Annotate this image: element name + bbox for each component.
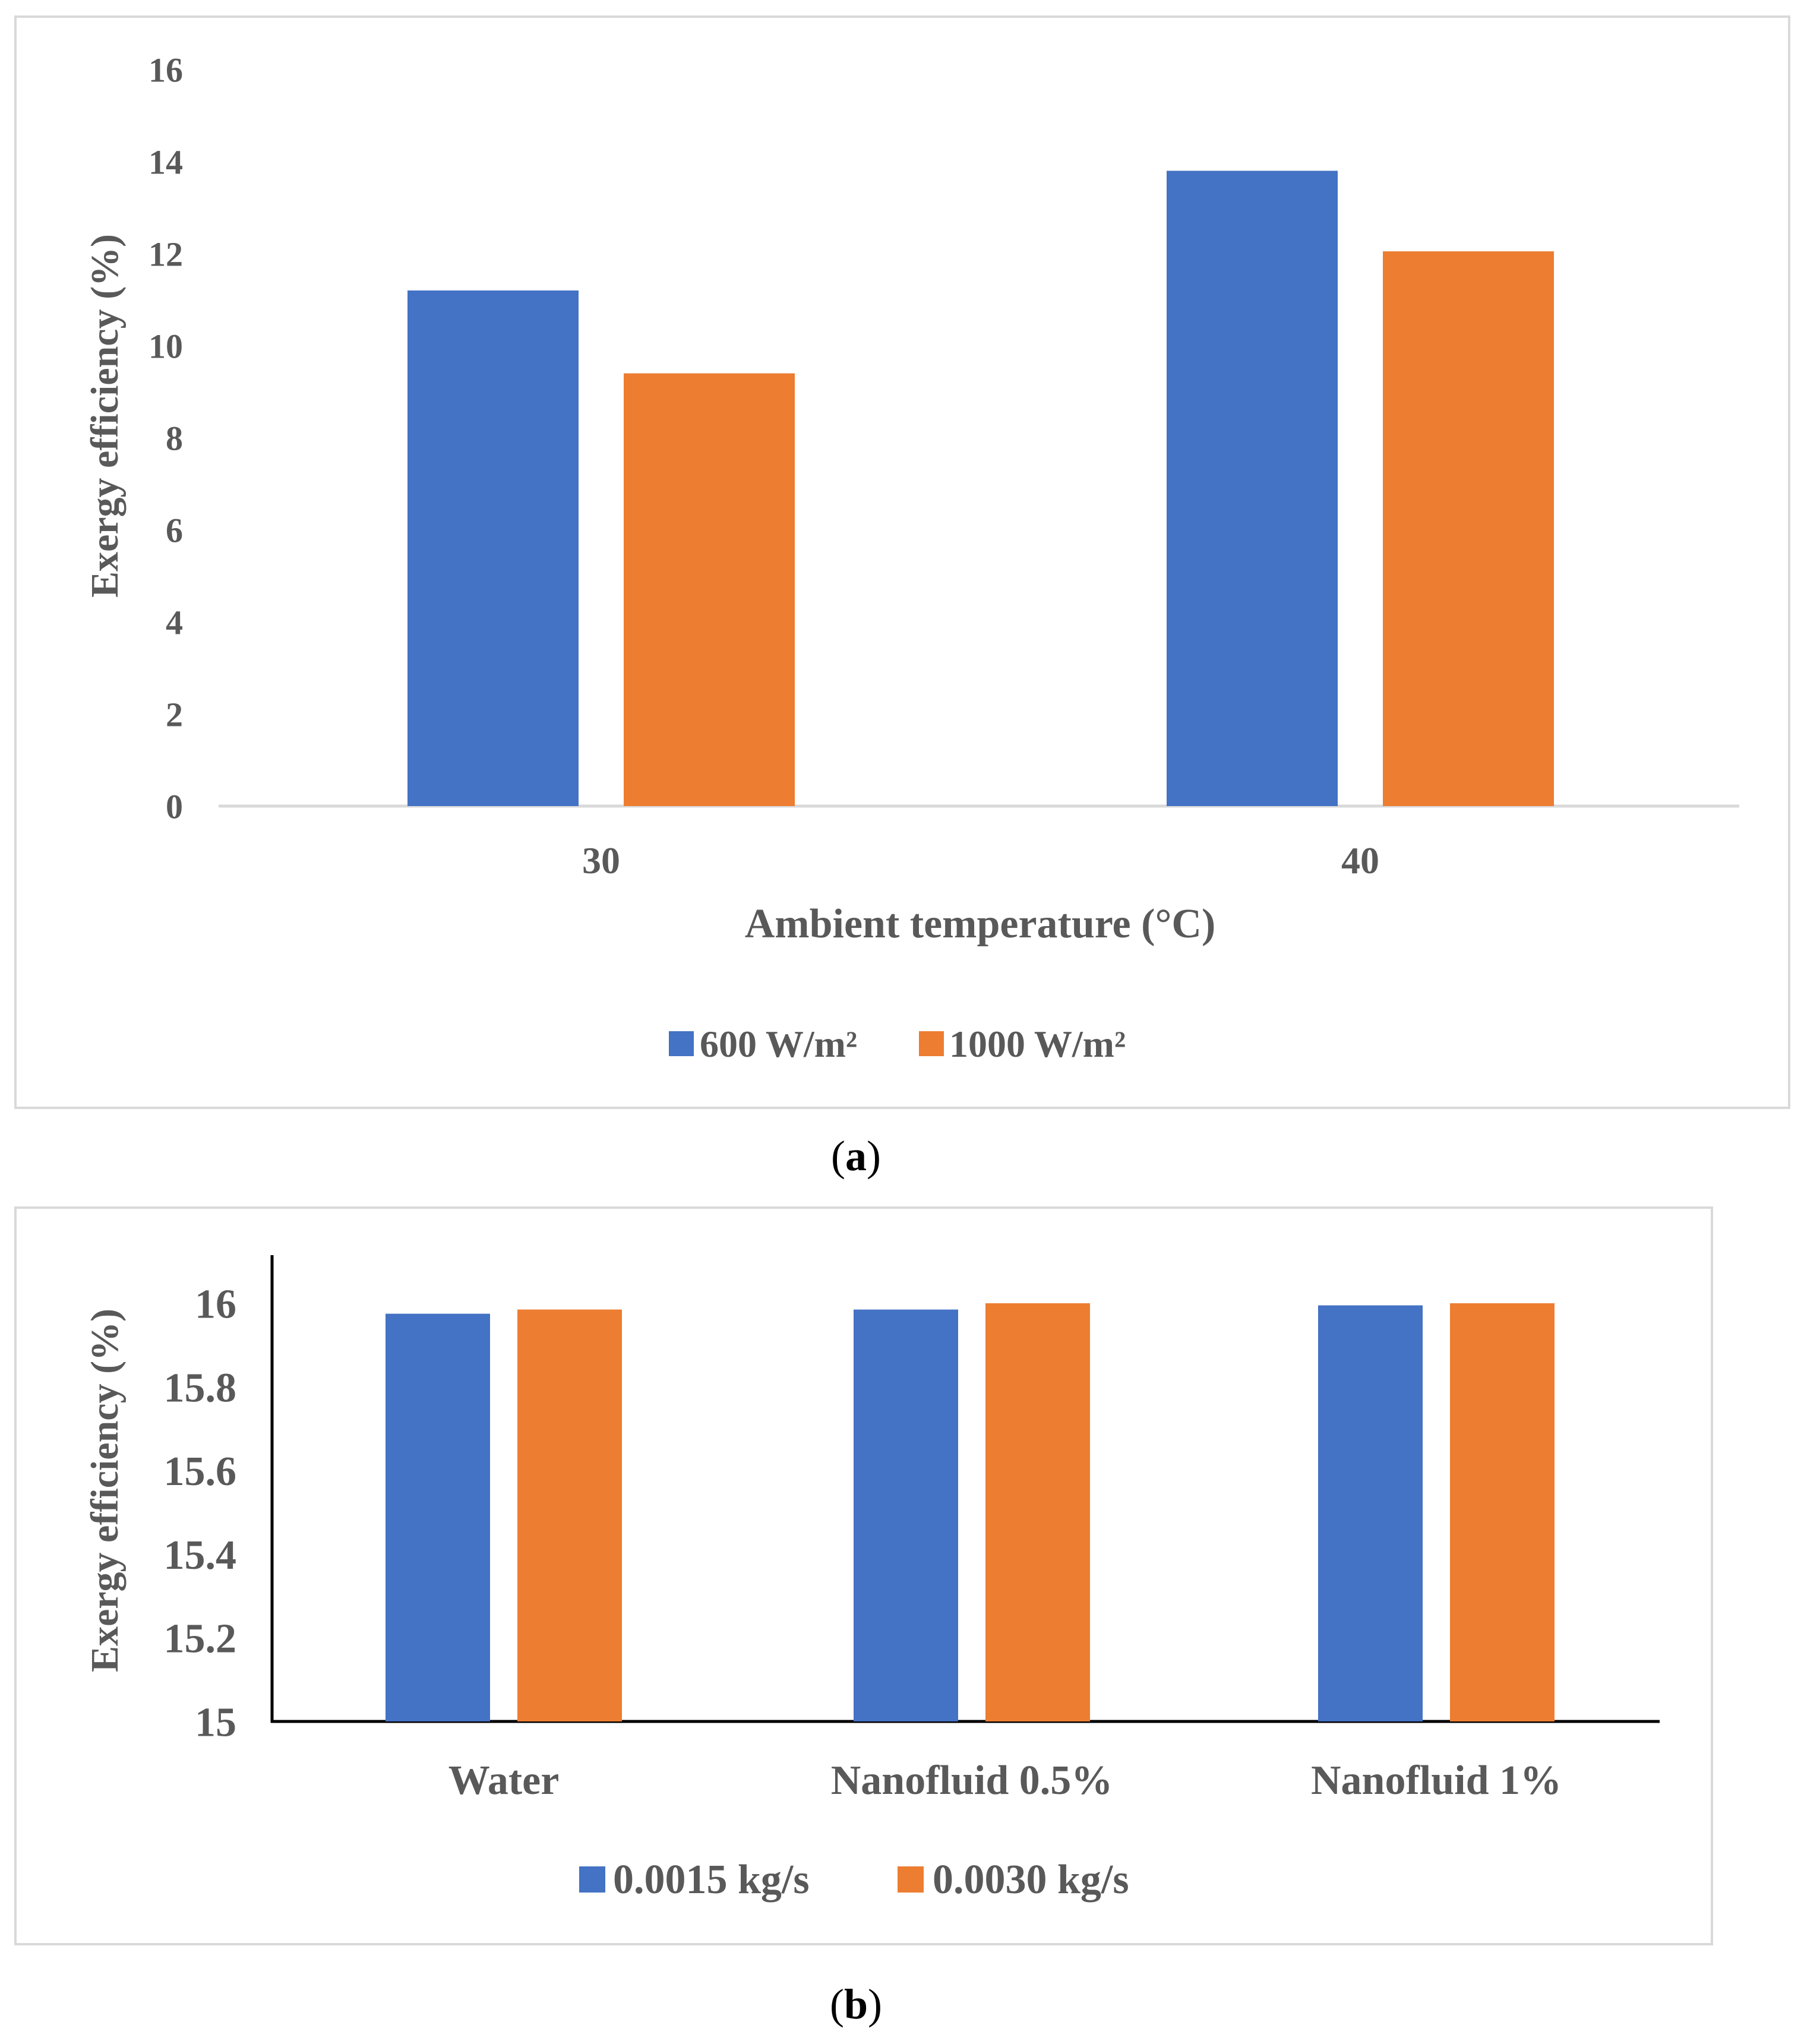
chart-b-y-tick-15-8: 15.8	[164, 1365, 237, 1411]
chart-a-y-tick-10: 10	[149, 327, 183, 365]
chart-b-bar-nanofluid-0-5-0-0015-kg-s	[854, 1309, 958, 1721]
caption-b-open: (	[830, 1980, 844, 2028]
chart-b-x-tick-nanofluid-05: Nanofluid 0.5%	[831, 1758, 1113, 1803]
chart-a: Exergy efficiency (%) 0 2 4 6 8 10 12 14 16 30 4…	[14, 15, 1790, 1109]
chart-a-bar-40-1000-w-m	[1383, 251, 1554, 806]
chart-b-bar-water-0-0030-kg-s	[517, 1309, 622, 1721]
chart-a-legend-swatch-1000	[919, 1031, 944, 1056]
chart-b-bars	[386, 1303, 1555, 1721]
chart-a-y-tick-8: 8	[166, 419, 183, 457]
chart-a-x-tick-30: 30	[582, 839, 620, 882]
chart-b-legend: 0.0015 kg/s 0.0030 kg/s	[579, 1857, 1129, 1903]
chart-b-legend-label-00015: 0.0015 kg/s	[613, 1857, 810, 1903]
chart-b-y-tick-16: 16	[195, 1282, 236, 1328]
caption-a: (a)	[831, 1132, 881, 1180]
chart-a-bars	[407, 170, 1554, 806]
chart-a-y-tick-12: 12	[149, 235, 183, 273]
chart-a-y-tick-2: 2	[166, 695, 183, 734]
chart-b-bar-water-0-0015-kg-s	[386, 1313, 490, 1721]
chart-a-ylabel: Exergy efficiency (%)	[83, 234, 127, 598]
chart-a-y-tick-0: 0	[166, 787, 183, 826]
chart-a-y-tick-6: 6	[166, 511, 183, 549]
chart-b-y-tick-15: 15	[195, 1700, 236, 1746]
chart-b-ylabel: Exergy efficiency (%)	[83, 1309, 127, 1672]
chart-b-bar-nanofluid-0-5-0-0030-kg-s	[985, 1303, 1090, 1721]
caption-b-close: )	[868, 1980, 882, 2028]
chart-a-bar-30-600-w-m	[407, 290, 579, 806]
chart-a-x-tick-40: 40	[1341, 839, 1379, 882]
chart-a-legend: 600 W/m² 1000 W/m²	[669, 1023, 1126, 1065]
chart-b-legend-label-00030: 0.0030 kg/s	[933, 1857, 1129, 1903]
chart-a-legend-label-1000: 1000 W/m²	[949, 1023, 1126, 1065]
chart-a-legend-label-600: 600 W/m²	[700, 1023, 857, 1065]
chart-b-y-ticks: 15 15.2 15.4 15.6 15.8 16	[164, 1282, 237, 1746]
chart-a-y-tick-14: 14	[149, 143, 183, 181]
caption-a-open: (	[831, 1132, 845, 1180]
chart-a-y-tick-4: 4	[166, 603, 183, 642]
chart-a-legend-swatch-600	[669, 1031, 694, 1056]
chart-b-legend-swatch-00030	[898, 1866, 924, 1893]
caption-b: (b)	[830, 1980, 882, 2028]
chart-a-xlabel: Ambient temperature (°C)	[745, 901, 1216, 947]
chart-a-bar-30-1000-w-m	[624, 373, 795, 806]
chart-b-y-tick-15-6: 15.6	[164, 1449, 237, 1495]
caption-a-close: )	[867, 1132, 881, 1180]
chart-b-x-tick-nanofluid-1: Nanofluid 1%	[1311, 1758, 1562, 1803]
chart-b-y-tick-15-2: 15.2	[164, 1616, 237, 1662]
chart-a-bar-40-600-w-m	[1167, 170, 1338, 806]
chart-b-legend-swatch-00015	[579, 1866, 605, 1893]
chart-a-y-tick-16: 16	[149, 50, 183, 89]
chart-b-bar-nanofluid-1-0-0030-kg-s	[1450, 1303, 1555, 1721]
chart-b-y-tick-15-4: 15.4	[164, 1533, 237, 1578]
caption-a-label: a	[845, 1132, 867, 1180]
chart-b-bar-nanofluid-1-0-0015-kg-s	[1318, 1305, 1423, 1721]
chart-b: Exergy efficiency (%) 15 15.2 15.4 15.6 15.8…	[14, 1206, 1713, 1945]
chart-a-y-ticks: 0 2 4 6 8 10 12 14 16	[149, 50, 183, 826]
caption-b-label: b	[844, 1980, 868, 2028]
chart-b-x-tick-water: Water	[448, 1758, 560, 1803]
